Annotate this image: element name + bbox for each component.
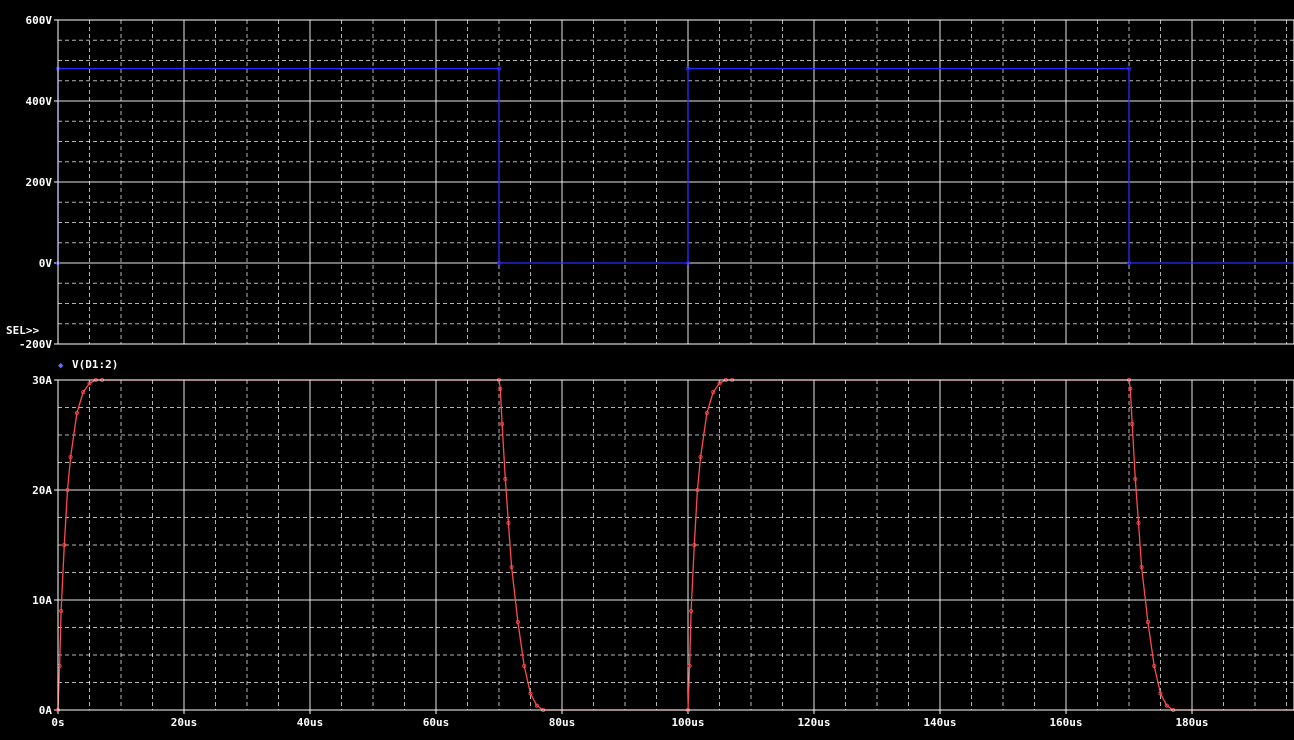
data-point bbox=[1127, 66, 1132, 71]
x-tick-label: 0s bbox=[51, 716, 64, 729]
data-point bbox=[1152, 664, 1157, 669]
data-point bbox=[1139, 565, 1144, 570]
data-point bbox=[1145, 620, 1150, 625]
data-point bbox=[686, 260, 691, 265]
top-plot-grid bbox=[58, 20, 1294, 344]
top-plot-series bbox=[56, 66, 1294, 265]
data-point bbox=[534, 703, 539, 708]
data-point bbox=[717, 381, 722, 386]
legend-series-label[interactable]: V(D1:2) bbox=[72, 358, 118, 371]
data-point bbox=[503, 476, 508, 481]
y-tick-label: 600V bbox=[26, 14, 53, 27]
data-point bbox=[506, 521, 511, 526]
top-y-axis: -200V 0V 200V 400V 600V bbox=[19, 14, 58, 351]
bottom-plot-grid bbox=[58, 380, 1294, 710]
x-tick-label: 60us bbox=[423, 716, 450, 729]
y-tick-label: 10A bbox=[32, 594, 52, 607]
top-plot-frame bbox=[57, 19, 1294, 345]
data-point bbox=[59, 609, 64, 614]
data-point bbox=[1136, 521, 1141, 526]
legend-marker-icon: ◆ bbox=[58, 361, 64, 371]
data-point bbox=[62, 543, 67, 548]
y-tick-label: 30A bbox=[32, 374, 52, 387]
x-tick-label: 40us bbox=[297, 716, 324, 729]
data-point bbox=[509, 565, 514, 570]
data-point bbox=[87, 381, 92, 386]
data-point bbox=[496, 66, 501, 71]
data-point bbox=[692, 543, 697, 548]
data-point bbox=[81, 390, 86, 395]
data-point bbox=[686, 66, 691, 71]
data-point bbox=[498, 386, 503, 391]
data-point bbox=[496, 260, 501, 265]
data-point bbox=[65, 487, 70, 492]
data-point bbox=[522, 664, 527, 669]
data-point bbox=[74, 410, 79, 415]
x-tick-label: 120us bbox=[797, 716, 830, 729]
x-tick-label: 180us bbox=[1175, 716, 1208, 729]
data-point bbox=[1158, 691, 1163, 696]
y-tick-label: -200V bbox=[19, 338, 52, 351]
sel-marker[interactable]: SEL>> bbox=[6, 324, 39, 337]
y-tick-label: 400V bbox=[26, 95, 53, 108]
data-point bbox=[1133, 476, 1138, 481]
y-tick-label: 0V bbox=[39, 257, 53, 270]
data-point bbox=[711, 390, 716, 395]
bottom-y-axis: 0A 10A 20A 30A bbox=[32, 374, 58, 717]
data-point bbox=[68, 454, 73, 459]
data-point bbox=[704, 410, 709, 415]
y-tick-label: 0A bbox=[39, 704, 53, 717]
x-tick-label: 160us bbox=[1049, 716, 1082, 729]
x-tick-label: 140us bbox=[923, 716, 956, 729]
data-point bbox=[1128, 386, 1133, 391]
data-point bbox=[500, 421, 505, 426]
y-tick-label: 20A bbox=[32, 484, 52, 497]
x-tick-label: 100us bbox=[671, 716, 704, 729]
data-point bbox=[528, 691, 533, 696]
data-point bbox=[1164, 703, 1169, 708]
bottom-plot-frame bbox=[57, 379, 1294, 711]
data-point bbox=[515, 620, 520, 625]
y-tick-label: 200V bbox=[26, 176, 53, 189]
data-point bbox=[695, 487, 700, 492]
x-axis: 0s 20us 40us 60us 80us 100us 120us 140us 160us 18… bbox=[51, 710, 1209, 729]
data-point bbox=[689, 609, 694, 614]
data-point bbox=[687, 664, 692, 669]
data-point bbox=[1127, 260, 1132, 265]
x-tick-label: 80us bbox=[549, 716, 576, 729]
data-point bbox=[698, 454, 703, 459]
data-point bbox=[1130, 421, 1135, 426]
voltage-trace bbox=[57, 67, 1294, 264]
x-tick-label: 20us bbox=[171, 716, 198, 729]
